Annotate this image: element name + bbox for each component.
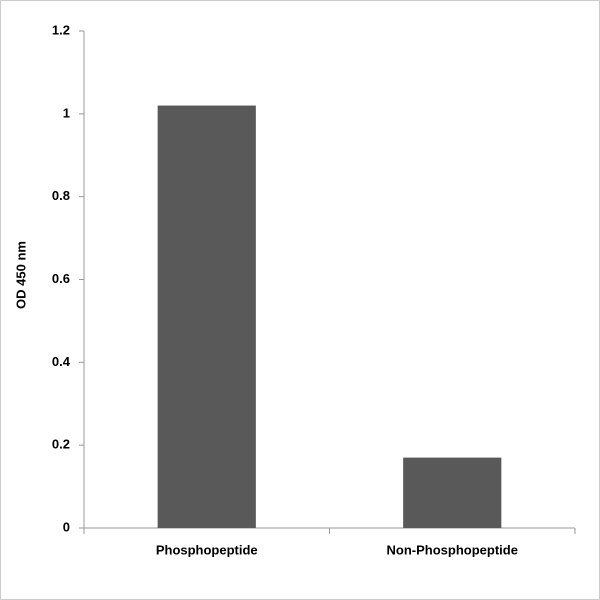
y-tick-label: 0.6: [52, 271, 70, 286]
bar: [403, 457, 502, 528]
y-tick-label: 1: [63, 105, 70, 120]
y-tick-label: 1.2: [52, 22, 70, 37]
y-tick-label: 0: [63, 519, 70, 534]
y-tick-label: 0.4: [52, 354, 71, 369]
y-tick-label: 0.8: [52, 188, 70, 203]
y-axis-label: OD 450 nm: [13, 241, 28, 309]
x-tick-label: Phosphopeptide: [156, 542, 258, 557]
bar: [157, 105, 256, 529]
x-tick-label: Non-Phosphopeptide: [387, 542, 518, 557]
y-tick-label: 0.2: [52, 437, 70, 452]
